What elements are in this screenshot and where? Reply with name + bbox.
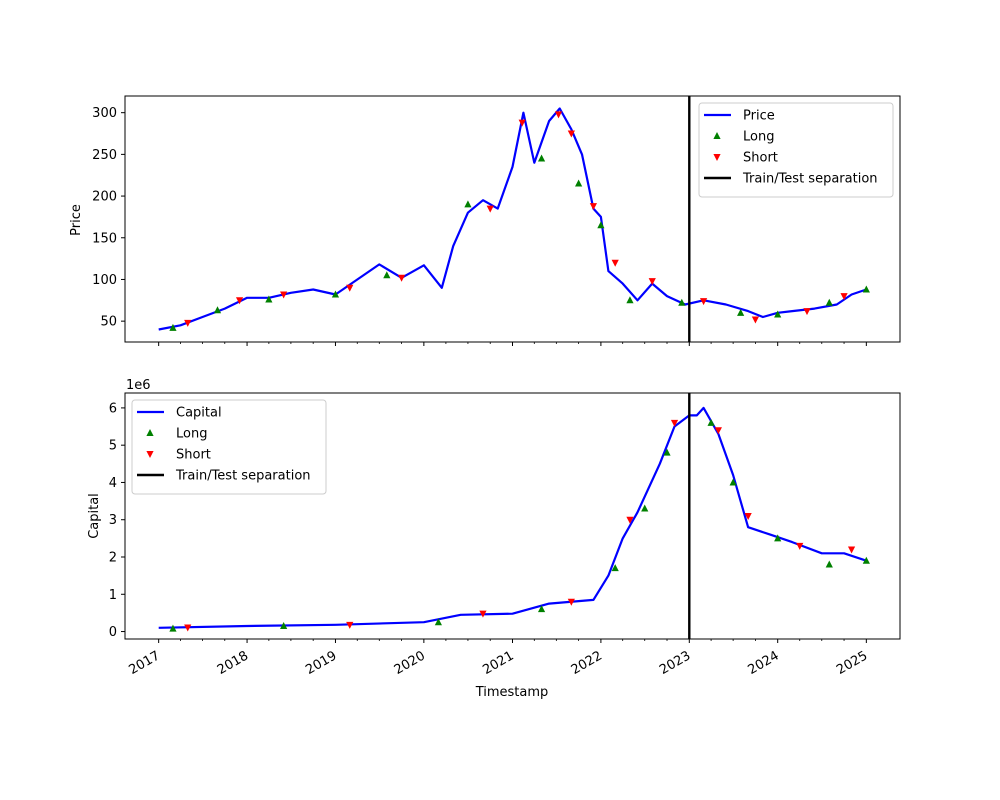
price-short-marker [184,319,192,327]
capital-legend-entry: Long [176,427,207,442]
price-legend-entry: Short [743,151,778,166]
price-short-marker [648,278,656,286]
capital-long-marker [774,534,782,542]
price-y-tick-label: 150 [92,231,117,246]
capital-y-tick-label: 5 [109,439,117,454]
capital-legend-entry: Capital [176,406,222,421]
price-long-marker [575,179,583,187]
price-y-tick-label: 200 [92,190,117,205]
price-y-tick-label: 100 [92,273,117,288]
price-short-marker [611,259,619,267]
x-axis-label: Timestamp [475,685,549,700]
price-long-marker [537,154,546,162]
price-long-marker [597,221,605,229]
capital-legend-entry: Train/Test separation [175,469,311,484]
price-long-marker [626,296,634,304]
capital-y-tick-label: 4 [109,476,117,491]
price-legend-entry: Long [743,130,774,145]
capital-y-offset-label: 1e6 [126,378,151,393]
capital-long-marker [280,621,288,629]
capital-long-marker [611,564,619,572]
capital-short-marker [670,419,679,427]
price-legend-entry: Train/Test separation [742,172,878,187]
capital-y-tick-label: 6 [109,401,117,416]
price-short-marker [699,298,708,306]
price-long-marker [737,308,745,316]
capital-short-marker [847,546,856,554]
capital-y-tick-label: 3 [109,513,117,528]
price-y-tick-label: 300 [92,106,117,121]
price-y-tick-label: 50 [100,315,117,330]
capital-short-marker [567,598,575,606]
capital-y-tick-label: 2 [109,551,117,566]
price-short-marker [840,293,848,301]
capital-long-marker [641,504,649,512]
capital-long-marker [707,418,715,426]
price-series-line [158,107,867,331]
capital-y-tick-label: 1 [109,588,117,603]
capital-short-marker [479,610,487,618]
price-long-marker [265,295,273,303]
capital-legend-box [131,399,327,495]
price-y-tick-label: 250 [92,148,117,163]
capital-legend-long-swatch [146,429,154,436]
price-short-marker [567,130,575,138]
price-short-marker [803,308,811,316]
price-legend-short-swatch [713,154,721,161]
capital-series-line [158,406,867,629]
capital-short-marker [714,427,722,435]
capital-short-marker [184,624,192,632]
price-short-marker [486,205,494,213]
price-short-marker [554,111,563,119]
price-short-marker [280,291,288,299]
capital-long-marker [434,618,442,626]
price-long-marker [213,306,222,314]
capital-long-marker [729,478,737,486]
price-long-marker [331,290,340,298]
capital-short-marker [744,513,752,520]
price-panel: Price 50 100 150 200 250 300 Price Long Short Tra… [69,95,901,346]
capital-y-axis-label: Capital [87,493,102,539]
price-short-marker [346,284,354,292]
price-long-marker [383,271,391,279]
price-legend-long-swatch [713,132,721,139]
capital-y-tick-label: 0 [109,625,117,640]
price-y-axis-label: Price [69,204,84,236]
price-long-marker [825,298,833,306]
price-long-marker [464,200,472,208]
price-short-marker [235,297,244,305]
capital-short-marker [626,516,634,524]
price-long-marker [774,310,782,318]
capital-long-marker [825,560,833,568]
price-short-marker [397,274,406,282]
price-short-marker [518,119,526,127]
capital-long-marker [169,624,177,632]
capital-legend-entry: Short [176,448,211,463]
capital-long-marker [663,448,671,456]
capital-long-marker [537,605,546,613]
price-short-marker [589,203,597,211]
capital-short-marker [796,542,804,550]
price-legend-entry: Price [743,109,775,124]
price-legend-box [698,102,894,198]
capital-long-marker [862,556,870,564]
capital-legend-short-swatch [146,451,154,458]
price-short-marker [751,316,760,324]
price-long-marker [862,285,870,293]
capital-short-marker [346,621,354,629]
price-long-marker [678,298,686,306]
price-long-marker [169,323,177,331]
